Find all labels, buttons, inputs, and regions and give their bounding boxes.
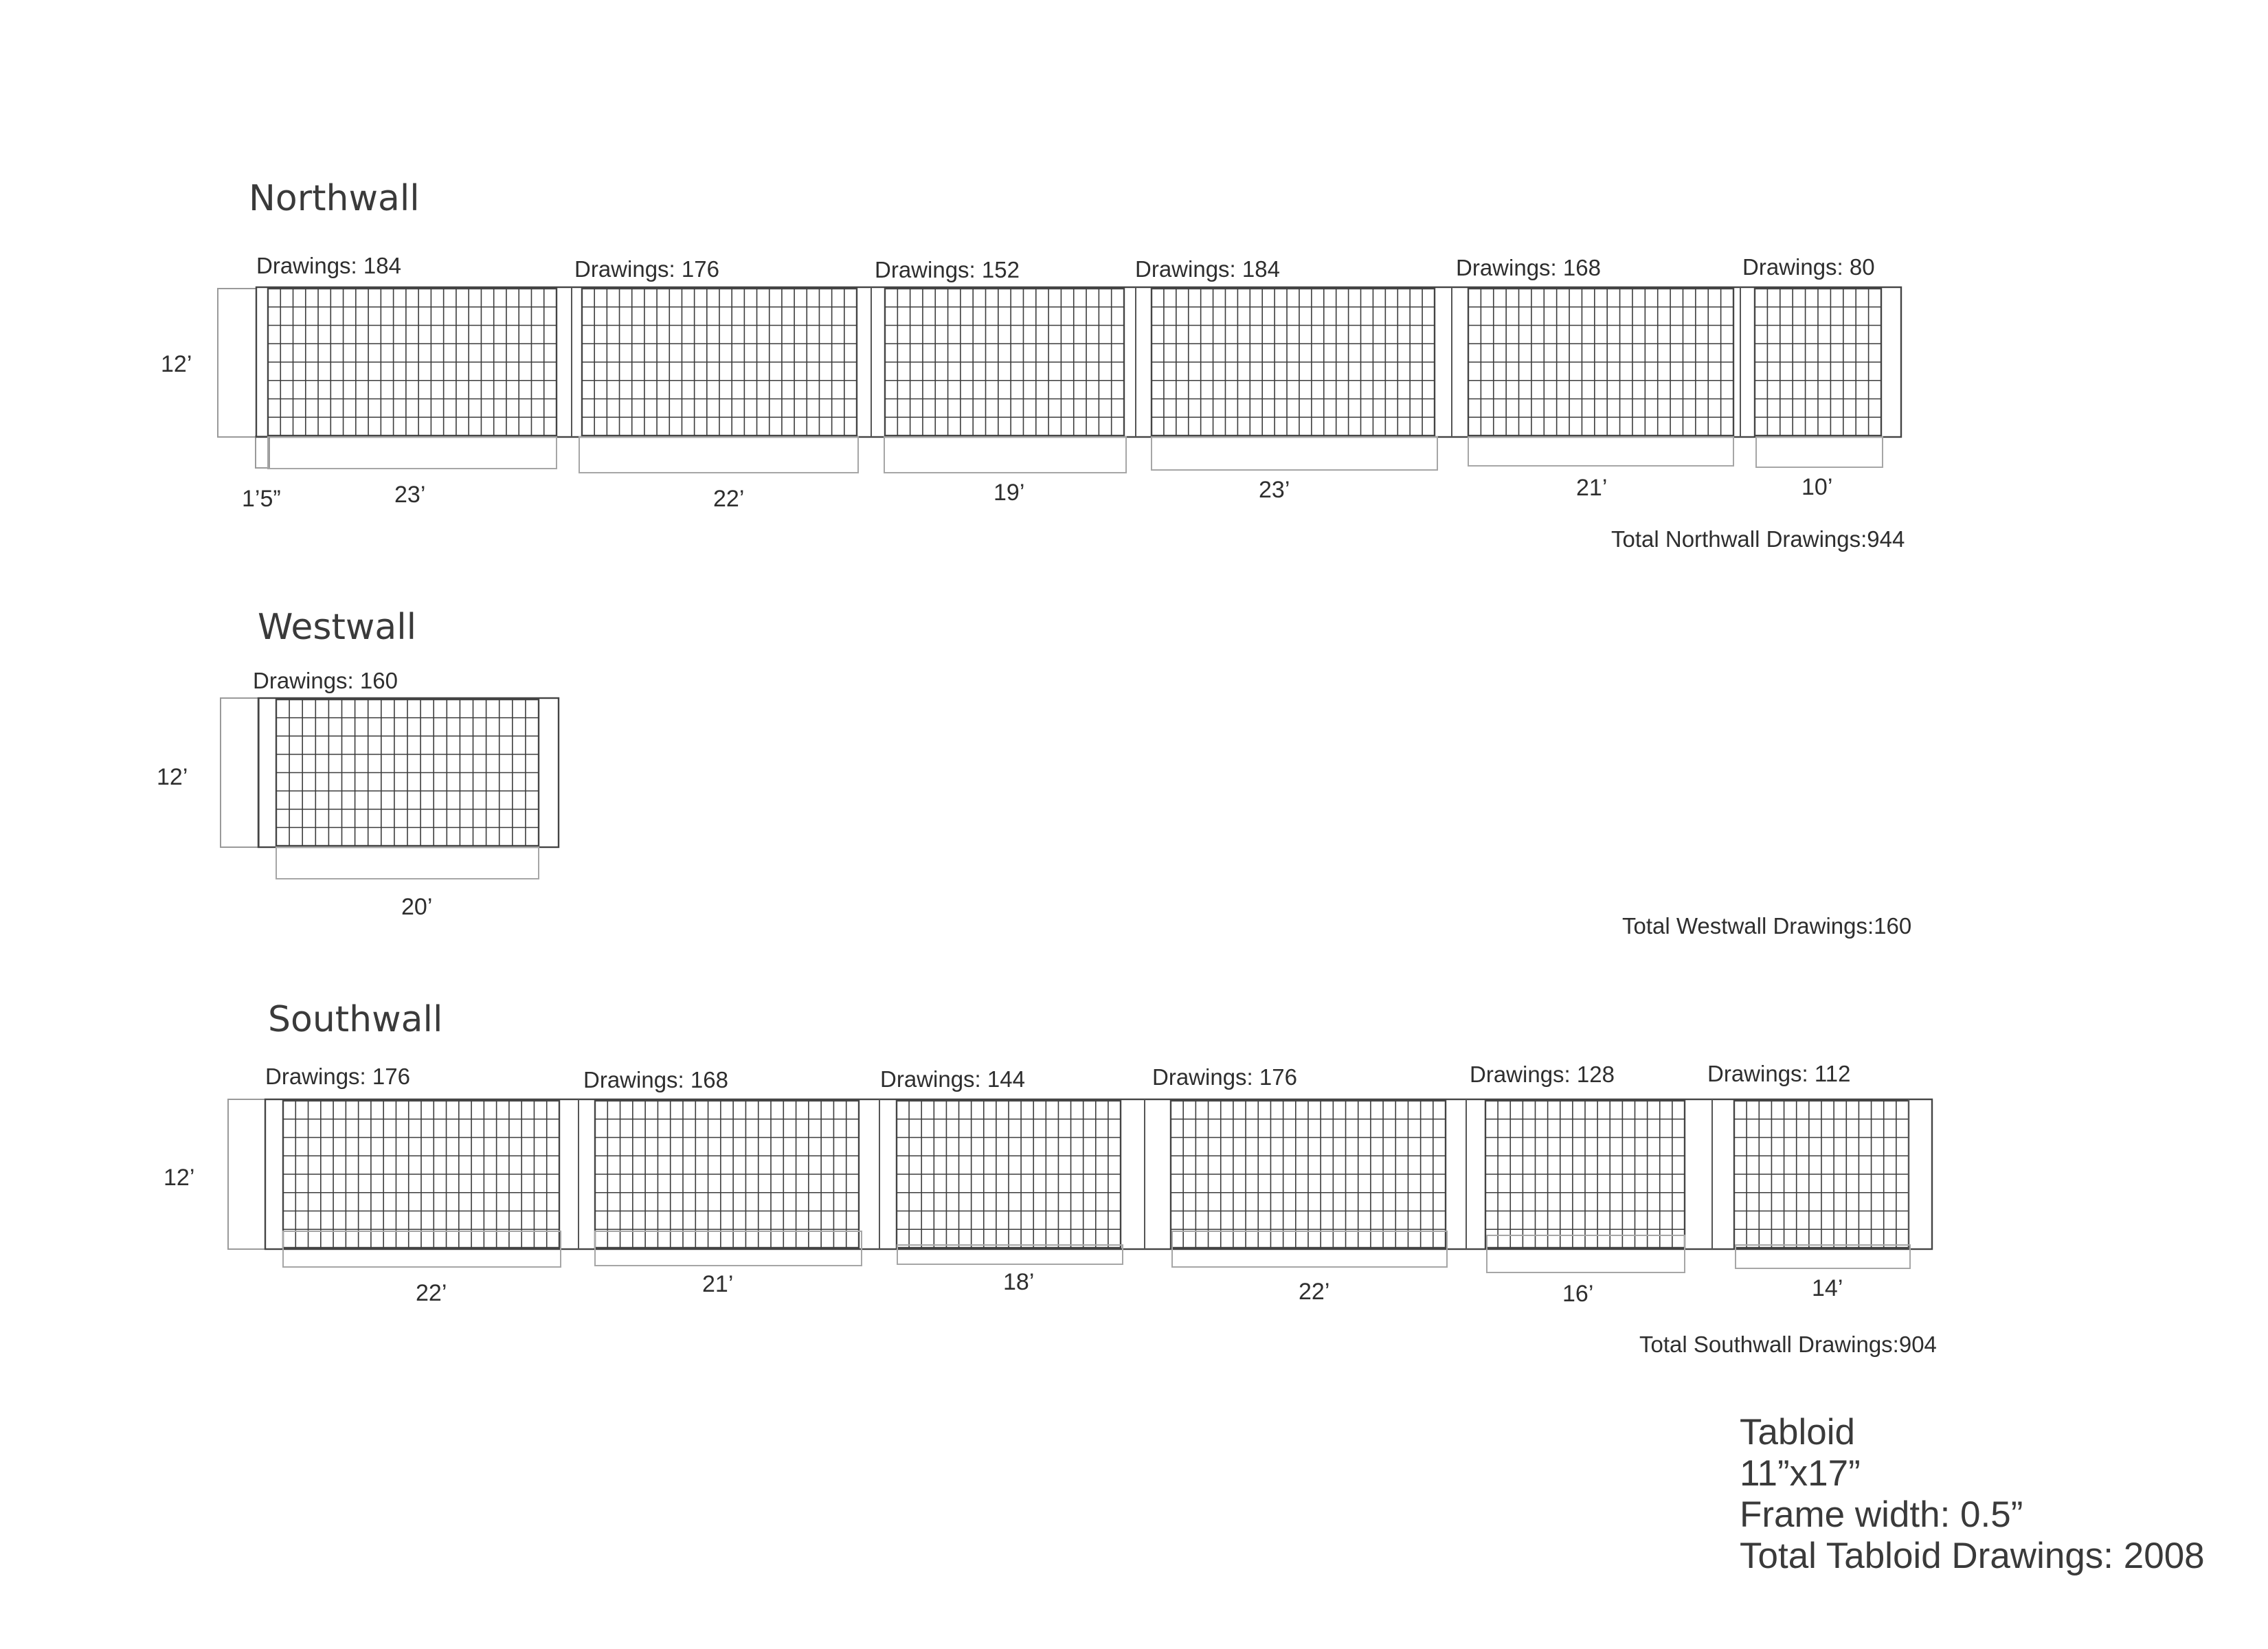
southwall-section-3-width: 18’ [1003,1269,1034,1295]
northwall-section-2-label: Drawings: 176 [574,256,719,282]
southwall-section-1-grid [282,1099,561,1249]
northwall-section-3-label: Drawings: 152 [875,257,1020,282]
southwall-section-1-dimension-bracket [282,1231,561,1268]
northwall-section-3-dimension-bracket [884,436,1127,473]
westwall-title: Westwall [258,607,416,648]
northwall-height-frame [217,288,257,438]
northwall-section-6-dimension-bracket [1755,436,1883,468]
northwall-section-4-width: 23’ [1259,477,1290,503]
westwall-section-1-grid [275,698,540,847]
northwall-section-2-width: 22’ [713,486,744,512]
northwall-total: Total Northwall Drawings:944 [1611,526,1905,552]
southwall-section-2-grid [594,1099,860,1249]
southwall-title: Southwall [268,999,442,1040]
southwall-section-5-grid [1484,1099,1686,1249]
southwall-section-4-grid [1169,1099,1447,1249]
southwall-section-3-grid [895,1099,1122,1249]
southwall-section-2-width: 21’ [702,1271,733,1297]
westwall-total: Total Westwall Drawings:160 [1622,913,1911,939]
northwall-height-label: 12’ [161,351,192,377]
northwall-section-5-dimension-bracket [1468,436,1734,467]
tabloid-size: 11”x17” [1740,1453,1861,1494]
northwall-section-3-width: 19’ [993,480,1024,506]
southwall-section-5-width: 16’ [1562,1281,1593,1307]
northwall-section-4-grid [1150,287,1436,437]
northwall-section-3-grid [884,287,1125,437]
northwall-section-1-dimension-bracket [267,436,557,469]
northwall-grids [267,287,1883,473]
southwall-section-1-label: Drawings: 176 [265,1064,410,1089]
southwall-section-5-label: Drawings: 128 [1470,1062,1615,1087]
northwall-section-2-grid [581,287,858,437]
northwall-section-1-label: Drawings: 184 [256,253,401,278]
southwall-group: Southwall 12’ Drawings: 176 Drawings: 16… [164,999,1937,1357]
northwall-section-6-grid [1753,287,1883,437]
southwall-section-4-width: 22’ [1299,1279,1329,1305]
westwall-section-1-width: 20’ [401,894,432,920]
northwall-section-6-width: 10’ [1801,474,1832,500]
southwall-section-2-label: Drawings: 168 [583,1067,728,1092]
southwall-outline [264,1098,1933,1250]
northwall-section-5-width: 21’ [1576,475,1607,501]
southwall-height-label: 12’ [164,1165,194,1191]
southwall-height-frame [227,1099,266,1250]
southwall-section-2-dimension-bracket [594,1231,862,1266]
northwall-section-6-label: Drawings: 80 [1742,254,1875,280]
tabloid-frame-width: Frame width: 0.5” [1740,1494,2023,1535]
northwall-section-5-label: Drawings: 168 [1456,255,1601,280]
southwall-section-3-dimension-bracket [897,1244,1123,1265]
northwall-offset-label: 1’5” [242,486,281,512]
westwall-height-frame [220,697,260,848]
southwall-section-4-dimension-bracket [1171,1231,1448,1268]
southwall-section-6-dimension-bracket [1735,1244,1911,1269]
southwall-section-6-grid [1733,1099,1910,1249]
northwall-title: Northwall [249,178,420,219]
southwall-section-4-label: Drawings: 176 [1152,1064,1297,1090]
tabloid-total: Total Tabloid Drawings: 2008 [1740,1536,2205,1576]
northwall-section-2-dimension-bracket [579,436,859,473]
southwall-section-1-width: 22’ [416,1280,447,1306]
southwall-section-6-width: 14’ [1812,1275,1843,1301]
northwall-section-4-dimension-bracket [1151,436,1438,471]
northwall-section-1-width: 23’ [394,482,425,508]
southwall-section-3-label: Drawings: 144 [880,1066,1025,1092]
westwall-section-1-dimension-bracket [276,846,539,879]
northwall-section-5-grid [1467,287,1735,437]
northwall-group: Northwall 12’ 1’5” Drawings: 184 Drawing… [161,178,1905,552]
southwall-section-5-dimension-bracket [1486,1235,1685,1273]
southwall-total: Total Southwall Drawings:904 [1639,1332,1937,1357]
westwall-height-label: 12’ [157,764,188,790]
southwall-grids [282,1099,1911,1273]
westwall-grids [275,698,540,879]
westwall-group: Westwall 12’ Drawings: 160 20’ Total Wes… [157,607,1911,939]
southwall-section-6-label: Drawings: 112 [1707,1061,1851,1086]
northwall-section-4-label: Drawings: 184 [1135,256,1280,282]
westwall-section-1-label: Drawings: 160 [253,668,398,693]
tabloid-format: Tabloid [1740,1412,1855,1452]
tabloid-info: Tabloid 11”x17” Frame width: 0.5” Total … [1740,1412,2205,1576]
northwall-section-1-grid [267,287,558,437]
